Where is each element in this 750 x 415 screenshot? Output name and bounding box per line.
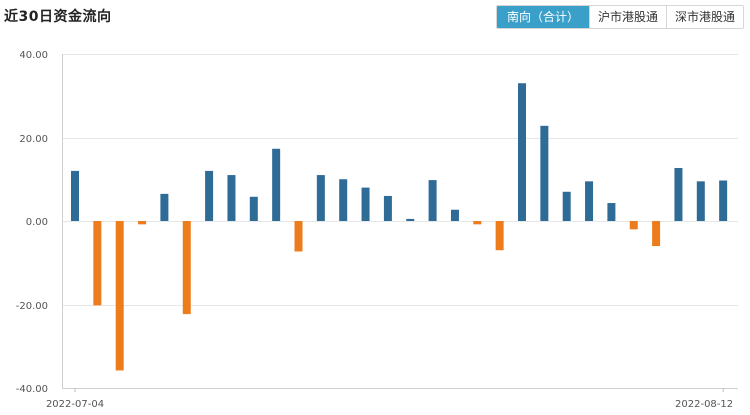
y-tick-label: 0.00: [26, 217, 48, 228]
bar: [182, 221, 191, 315]
y-tick-label: -20.00: [16, 301, 48, 312]
bar: [227, 175, 236, 221]
bar: [629, 221, 638, 230]
bar: [540, 125, 549, 221]
bar: [674, 167, 683, 221]
tab-southbound-total[interactable]: 南向（合计）: [496, 6, 589, 28]
bar: [205, 170, 214, 221]
bar: [696, 181, 705, 221]
tab-shenzhen-connect[interactable]: 深市港股通: [665, 6, 743, 28]
x-tick-label: 2022-08-12: [675, 399, 733, 410]
bar: [495, 221, 504, 251]
bar-series: [71, 83, 728, 371]
bar: [406, 218, 415, 221]
bar: [450, 209, 459, 221]
tab-shanghai-connect[interactable]: 沪市港股通: [588, 6, 666, 28]
bar: [585, 181, 594, 221]
bar: [719, 180, 728, 221]
bar: [316, 175, 325, 221]
tick-labels: 40.00 20.00 0.00 -20.00 -40.00 2022-07-04 2022…: [16, 50, 733, 410]
flow-tabs: 南向（合计） 沪市港股通 深市港股通: [495, 5, 744, 29]
y-tick-label: -40.00: [16, 384, 48, 395]
bar: [518, 83, 526, 221]
bar: [294, 221, 303, 252]
bar: [272, 148, 281, 221]
bar: [383, 195, 392, 221]
chart-axes: [62, 54, 738, 392]
bar: [607, 203, 616, 221]
bar: [93, 221, 102, 306]
bar: [562, 191, 571, 221]
y-tick-label: 20.00: [19, 134, 48, 145]
bar: [249, 196, 258, 221]
x-tick-label: 2022-07-04: [46, 399, 104, 410]
y-tick-label: 40.00: [19, 50, 48, 61]
bar: [428, 180, 437, 221]
bar: [339, 179, 348, 221]
bar: [473, 221, 482, 225]
bar: [138, 221, 147, 225]
bar: [652, 221, 661, 247]
bar: [71, 170, 79, 221]
bar: [361, 187, 370, 221]
page-title: 近30日资金流向: [4, 9, 112, 25]
bar: [115, 221, 124, 371]
bar: [160, 193, 169, 221]
